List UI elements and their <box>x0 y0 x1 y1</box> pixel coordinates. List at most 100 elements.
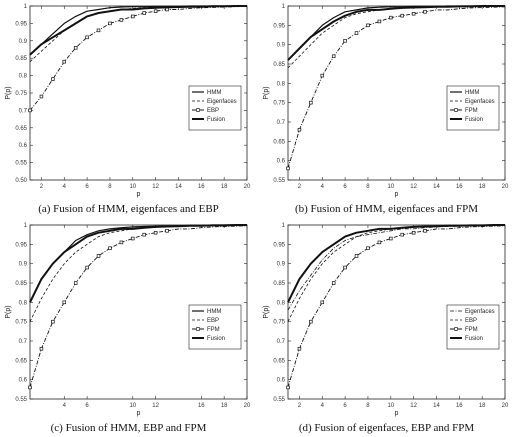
data-point <box>320 73 325 78</box>
y-tick-label: 0.8 <box>277 300 286 306</box>
x-tick-label: 16 <box>456 403 463 409</box>
data-point <box>309 100 313 105</box>
data-point <box>142 11 146 15</box>
legend: HMM EBP FPM Fusion <box>188 304 242 350</box>
series-line-fusion <box>29 5 247 56</box>
data-point <box>331 54 336 59</box>
data-point <box>165 229 169 233</box>
y-axis-label: P(p) <box>5 86 12 99</box>
legend-marker <box>196 327 200 331</box>
legend-box <box>446 85 500 131</box>
data-point <box>96 28 101 33</box>
y-axis-label: P(p) <box>263 305 270 318</box>
y-tick-label: 0.50 <box>15 178 27 184</box>
legend-entry: HMM <box>207 309 221 315</box>
series-line-ebp <box>29 5 248 111</box>
data-point <box>39 346 44 351</box>
y-tick-label: 0.7 <box>19 339 28 345</box>
x-tick-label: 6 <box>85 184 89 190</box>
y-tick-label: 0.85 <box>15 281 27 287</box>
x-tick-label: 20 <box>244 403 251 409</box>
y-tick-label: 0.8 <box>277 81 286 87</box>
x-tick-label: 4 <box>321 403 325 409</box>
x-tick-label: 12 <box>152 184 159 190</box>
y-tick-label: 0.65 <box>273 139 285 145</box>
x-tick-label: 18 <box>479 184 486 190</box>
legend-entry: Eigenfaces <box>465 99 495 105</box>
series-line-eigenfaces <box>287 5 505 69</box>
y-tick-label: 0.55 <box>273 397 285 403</box>
legend-entry: Eigenfaces <box>207 99 237 105</box>
data-point <box>423 10 427 14</box>
x-tick-label: 8 <box>366 184 370 190</box>
data-point <box>85 35 89 40</box>
data-point <box>389 236 393 241</box>
data-point <box>366 23 370 28</box>
legend-box <box>188 85 242 131</box>
legend-entry: FPM <box>465 327 478 333</box>
x-tick-label: 2 <box>298 184 302 190</box>
y-tick-label: 1 <box>24 223 28 229</box>
data-point <box>400 13 404 18</box>
legend-entry: Fusion <box>207 336 225 342</box>
y-tick-label: 0.55 <box>273 178 285 184</box>
data-point <box>400 232 404 237</box>
data-point <box>309 319 313 324</box>
legend: HMM Eigenfaces EBP Fusion <box>188 85 242 131</box>
data-point <box>51 319 55 324</box>
y-tick-label: 0.6 <box>19 378 28 384</box>
x-tick-label: 4 <box>63 184 67 190</box>
data-point <box>62 300 67 305</box>
y-tick-label: 0.7 <box>19 108 28 114</box>
legend: HMM Eigenfaces FPM Fusion <box>446 85 500 131</box>
data-point <box>108 246 112 250</box>
data-point <box>286 166 290 171</box>
data-point <box>286 385 290 390</box>
x-tick-label: 6 <box>343 403 347 409</box>
y-tick-label: 0.9 <box>19 39 28 45</box>
x-tick-label: 10 <box>129 403 136 409</box>
legend-entry: Fusion <box>207 117 225 123</box>
y-tick-label: 0.6 <box>19 143 28 149</box>
plot-frame <box>29 224 248 400</box>
chart-c: 0.55 0.6 0.65 0.7 0.75 0.8 0.85 0.9 0.95 1 4 6 10 12 1… <box>5 223 251 417</box>
chart-caption: (a) Fusion of HMM, eigenfaces and EBP <box>38 203 219 215</box>
y-tick-label: 0.6 <box>277 159 286 165</box>
x-tick-label: 16 <box>198 184 205 190</box>
legend-marker <box>196 108 200 112</box>
series-line-fpm <box>287 6 506 169</box>
x-axis-label: p <box>137 410 141 417</box>
chart-panel-b: 0.55 0.6 0.65 0.7 0.75 0.8 0.85 0.9 0.95 1 2 4 6 8 10 1… <box>258 0 515 218</box>
x-tick-label: 6 <box>343 184 347 190</box>
legend-entry: HMM <box>465 90 479 96</box>
y-tick-label: 0.75 <box>273 320 285 326</box>
y-tick-label: 1 <box>282 223 286 229</box>
data-point <box>131 14 135 19</box>
y-tick-label: 0.95 <box>15 242 27 248</box>
y-tick-label: 0.95 <box>273 23 285 29</box>
x-axis-label: p <box>137 191 141 198</box>
x-tick-label: 4 <box>63 403 67 409</box>
legend: Eigenfaces EBP FPM Fusion <box>446 304 500 350</box>
data-point <box>62 59 67 64</box>
y-tick-label: 0.7 <box>277 120 286 126</box>
x-tick-label: 14 <box>433 184 440 190</box>
data-point <box>165 7 169 12</box>
x-tick-label: 18 <box>479 403 486 409</box>
chart-caption: (b) Fusion of HMM, eigenfaces and FPM <box>294 203 478 215</box>
x-tick-label: 14 <box>175 184 182 190</box>
series-line-hmm <box>287 5 505 61</box>
x-tick-label: 16 <box>456 184 463 190</box>
y-tick-label: 0.8 <box>19 300 28 306</box>
data-point <box>343 265 347 270</box>
data-point <box>297 127 302 132</box>
legend-entry: Fusion <box>465 117 483 123</box>
data-point <box>73 281 78 285</box>
legend-entry: Fusion <box>465 336 483 342</box>
legend-entry: EBP <box>465 318 477 324</box>
legend-entry: Eigenfaces <box>465 309 495 315</box>
data-point <box>366 246 370 250</box>
y-tick-label: 1 <box>282 4 286 10</box>
x-tick-label: 2 <box>298 403 302 409</box>
